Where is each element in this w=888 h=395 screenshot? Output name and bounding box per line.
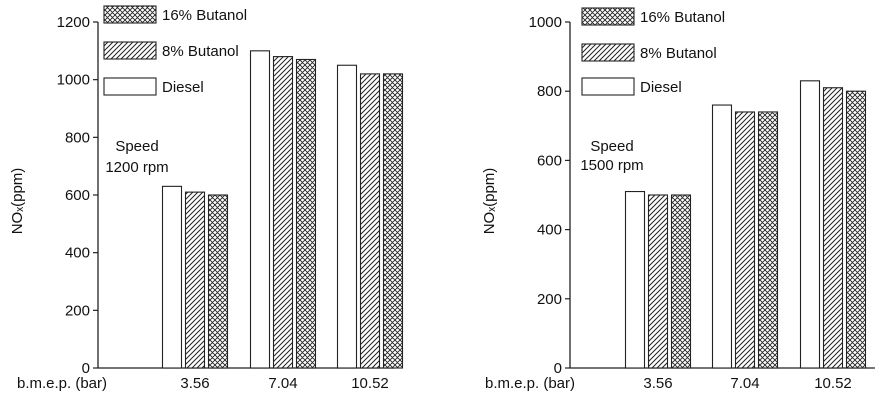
bar-16-butanol-7-04 [295, 58, 317, 369]
y-axis-label: NOₓ(ppm) [481, 168, 498, 235]
x-axis-label: b.m.e.p. (bar) [485, 375, 575, 392]
y-tick-label: 600 [65, 187, 90, 204]
x-axis-label: b.m.e.p. (bar) [17, 375, 107, 392]
y-tick-label: 600 [537, 152, 562, 169]
legend-label: 16% Butanol [640, 9, 725, 26]
bar-8-butanol-10-52 [359, 73, 381, 369]
y-tick-label: 0 [554, 360, 562, 377]
y-tick-label: 1000 [57, 72, 90, 89]
legend-label: 8% Butanol [162, 43, 239, 60]
speed-annotation: 1500 rpm [580, 157, 643, 174]
legend-swatch [581, 7, 635, 26]
y-axis-label: NOₓ(ppm) [9, 168, 26, 235]
y-tick-label: 0 [82, 360, 90, 377]
chart-panel-right: 0 200 400 600 800 1000 3.56 7.04 10.52 b.m.e.p. (… [481, 7, 875, 392]
bar-16-butanol-7-04 [757, 111, 779, 369]
bar-16-butanol-10-52 [382, 73, 404, 369]
legend-swatch [103, 41, 157, 60]
legend-label: 8% Butanol [640, 45, 717, 62]
x-tick-label: 7.04 [268, 375, 297, 392]
bar-8-butanol-3-56 [647, 194, 669, 369]
bar-diesel-7-04 [711, 104, 733, 369]
y-tick-label: 400 [537, 222, 562, 239]
y-tick-label: 200 [537, 291, 562, 308]
y-tick-label: 400 [65, 245, 90, 262]
bar-16-butanol-3-56 [207, 194, 229, 369]
bar-diesel-3-56 [624, 190, 646, 369]
speed-annotation: 1200 rpm [105, 159, 168, 176]
x-tick-label: 3.56 [180, 375, 209, 392]
x-tick-label: 7.04 [730, 375, 759, 392]
bar-8-butanol-3-56 [184, 191, 206, 369]
legend-swatch [581, 77, 635, 96]
bar-8-butanol-10-52 [822, 87, 844, 369]
y-tick-label: 1000 [529, 14, 562, 31]
chart-panel-left: 0 200 400 600 800 1000 1200 3.56 7.04 10.52 b.m.e.… [9, 5, 404, 392]
bar-8-butanol-7-04 [272, 56, 294, 369]
y-tick-label: 1200 [57, 14, 90, 31]
y-tick-label: 800 [537, 83, 562, 100]
x-tick-label: 3.56 [643, 375, 672, 392]
legend-swatch [103, 5, 157, 24]
bar-diesel-10-52 [799, 80, 821, 369]
speed-annotation: Speed [115, 138, 158, 155]
x-tick-label: 10.52 [351, 375, 389, 392]
bar-diesel-7-04 [249, 50, 271, 369]
legend-label: 16% Butanol [162, 7, 247, 24]
bar-16-butanol-10-52 [845, 90, 867, 369]
bar-8-butanol-7-04 [734, 111, 756, 369]
bar-diesel-3-56 [161, 185, 183, 369]
bar-16-butanol-3-56 [670, 194, 692, 369]
y-tick-label: 800 [65, 129, 90, 146]
x-tick-label: 10.52 [814, 375, 852, 392]
legend-swatch [581, 43, 635, 62]
legend-label: Diesel [162, 79, 204, 96]
legend-swatch [103, 77, 157, 96]
bar-diesel-10-52 [336, 64, 358, 369]
legend-label: Diesel [640, 79, 682, 96]
speed-annotation: Speed [590, 138, 633, 155]
y-tick-label: 200 [65, 302, 90, 319]
